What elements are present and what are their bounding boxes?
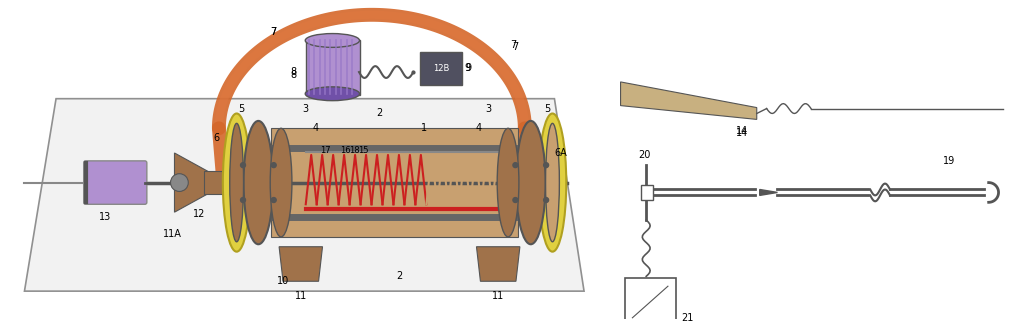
- Ellipse shape: [498, 128, 519, 237]
- Text: 8: 8: [291, 70, 297, 80]
- Text: 5: 5: [239, 104, 245, 114]
- Text: 7: 7: [512, 42, 518, 52]
- Ellipse shape: [223, 113, 251, 252]
- Text: 14: 14: [736, 128, 749, 138]
- Text: 18: 18: [349, 147, 359, 155]
- Text: 5: 5: [545, 104, 551, 114]
- Text: 7: 7: [270, 26, 276, 36]
- Text: 11: 11: [295, 291, 307, 301]
- Ellipse shape: [241, 163, 246, 168]
- Polygon shape: [174, 153, 214, 212]
- Text: 6: 6: [214, 133, 220, 143]
- Bar: [271, 128, 518, 237]
- Ellipse shape: [546, 123, 559, 242]
- Ellipse shape: [229, 123, 244, 242]
- Bar: [625, 278, 676, 323]
- Ellipse shape: [270, 128, 292, 237]
- Ellipse shape: [171, 174, 188, 192]
- Text: 2: 2: [377, 109, 383, 119]
- Text: 9: 9: [466, 63, 472, 73]
- Text: 12B: 12B: [433, 64, 450, 73]
- FancyBboxPatch shape: [84, 161, 146, 204]
- Ellipse shape: [513, 198, 518, 203]
- Ellipse shape: [544, 198, 549, 203]
- Ellipse shape: [271, 198, 276, 203]
- Text: 3: 3: [303, 104, 309, 114]
- Ellipse shape: [544, 163, 549, 168]
- Bar: [306, 40, 360, 95]
- Polygon shape: [280, 247, 323, 281]
- Ellipse shape: [305, 34, 359, 47]
- Text: 12: 12: [193, 209, 206, 219]
- Text: 8: 8: [291, 67, 297, 77]
- Text: 20: 20: [638, 150, 650, 160]
- Polygon shape: [25, 99, 584, 291]
- Polygon shape: [760, 190, 777, 195]
- Ellipse shape: [516, 121, 546, 244]
- Text: 4: 4: [475, 123, 481, 133]
- Text: 10: 10: [276, 276, 289, 286]
- Text: 21: 21: [682, 313, 694, 323]
- Text: 1: 1: [421, 123, 427, 133]
- Ellipse shape: [305, 87, 359, 101]
- Text: 19: 19: [943, 156, 955, 166]
- Text: 11: 11: [493, 291, 504, 301]
- Ellipse shape: [539, 113, 566, 252]
- Ellipse shape: [513, 163, 518, 168]
- Text: 7: 7: [270, 26, 276, 36]
- Text: 2: 2: [396, 271, 402, 281]
- Text: 4: 4: [312, 123, 318, 133]
- Bar: [204, 171, 228, 194]
- Text: 17: 17: [321, 147, 331, 155]
- Text: 9: 9: [465, 63, 471, 73]
- Ellipse shape: [271, 163, 276, 168]
- Ellipse shape: [241, 198, 246, 203]
- Text: 6A: 6A: [554, 148, 566, 158]
- Text: 15: 15: [357, 147, 369, 155]
- Bar: [420, 52, 462, 85]
- Text: 14: 14: [736, 126, 749, 136]
- Text: 11A: 11A: [163, 229, 182, 239]
- Text: 16: 16: [340, 147, 350, 155]
- Text: 7: 7: [510, 40, 516, 50]
- Polygon shape: [621, 82, 757, 120]
- Text: 13: 13: [99, 212, 112, 222]
- Ellipse shape: [244, 121, 273, 244]
- Bar: [641, 184, 653, 200]
- Text: 3: 3: [485, 104, 492, 114]
- Polygon shape: [476, 247, 520, 281]
